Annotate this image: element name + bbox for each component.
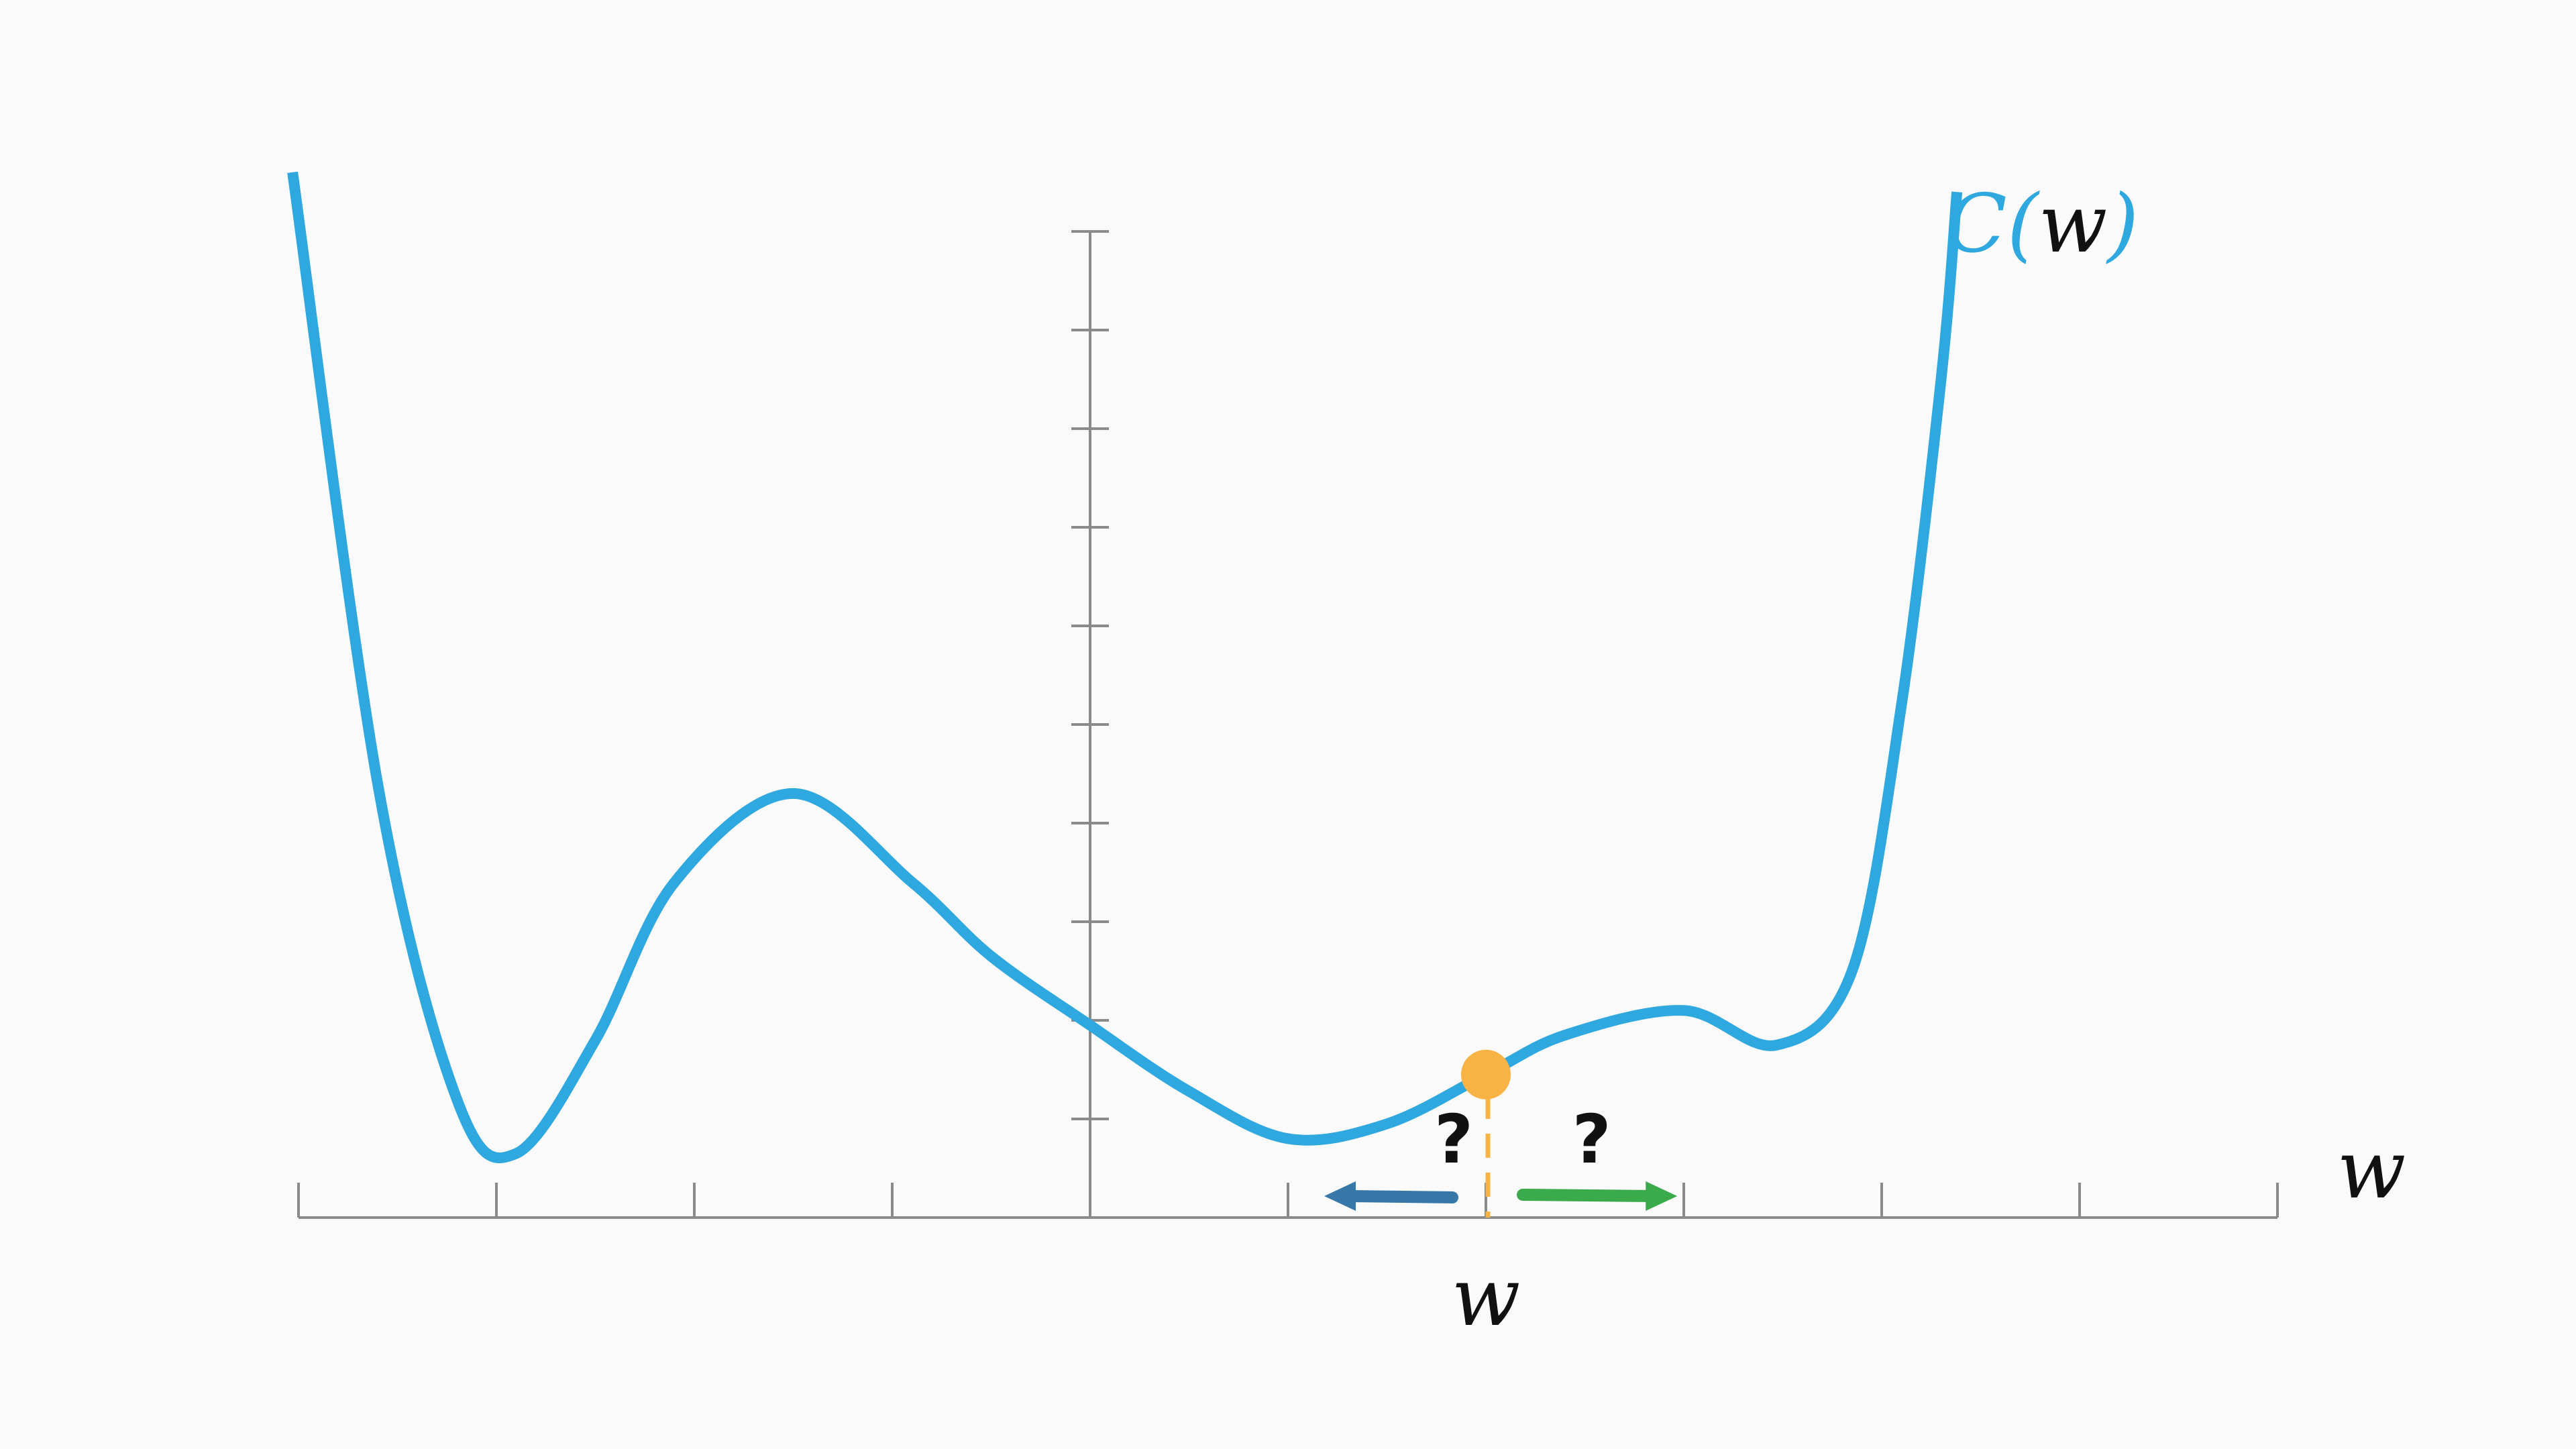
current-point xyxy=(1461,1049,1511,1099)
right-arrow-shaft xyxy=(1517,1189,1660,1202)
left-question-mark: ? xyxy=(1434,1100,1473,1179)
point-w-label: w xyxy=(1452,1251,1521,1344)
x-axis-ticks xyxy=(297,1183,2279,1218)
curve-label-close-paren: ) xyxy=(2105,178,2139,271)
left-direction-arrow xyxy=(1324,1181,1458,1211)
x-axis-label: w xyxy=(2337,1124,2406,1217)
axes xyxy=(297,230,2279,1219)
right-question-mark: ? xyxy=(1572,1100,1611,1179)
curve-label: C(w) xyxy=(1945,178,2139,271)
left-arrow-shaft xyxy=(1342,1190,1458,1203)
curve-label-variable: w xyxy=(2039,178,2108,271)
y-axis-ticks xyxy=(1071,230,1109,1120)
curve-label-function: C xyxy=(1945,178,2007,271)
right-direction-arrow xyxy=(1517,1181,1678,1211)
left-arrow-head xyxy=(1324,1181,1356,1211)
right-arrow-head xyxy=(1646,1181,1678,1211)
curve-label-open-paren: ( xyxy=(2007,178,2040,271)
cost-curve xyxy=(287,171,1963,1163)
